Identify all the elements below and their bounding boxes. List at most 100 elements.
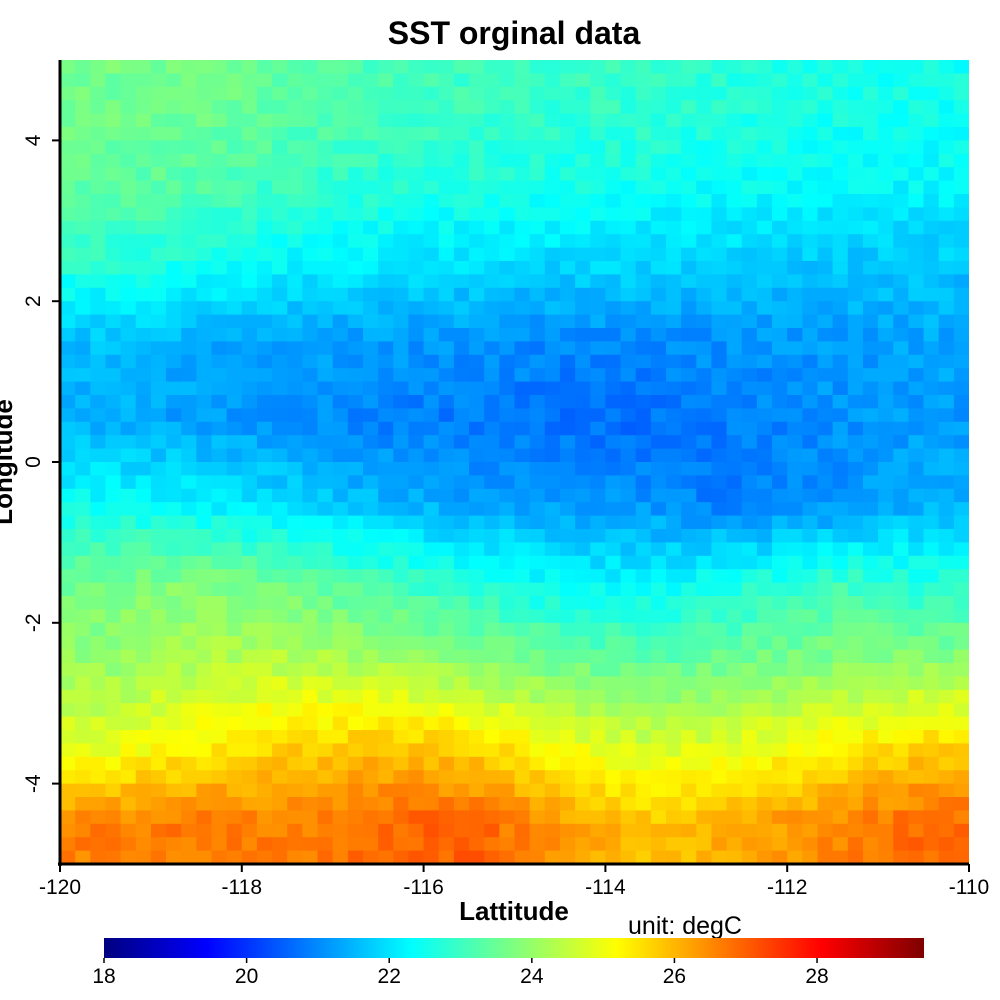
- chart-title: SST orginal data: [388, 15, 641, 51]
- heatmap-cell: [711, 743, 728, 758]
- heatmap-cell: [120, 488, 137, 503]
- heatmap-cell: [544, 462, 561, 476]
- heatmap-cell: [650, 770, 667, 785]
- heatmap-cell: [893, 435, 909, 450]
- heatmap-cell: [393, 663, 410, 677]
- heatmap-cell: [196, 354, 213, 369]
- heatmap-cell: [590, 756, 606, 771]
- heatmap-cell: [332, 328, 349, 342]
- heatmap-cell: [332, 529, 349, 543]
- heatmap-cell: [847, 609, 864, 624]
- heatmap-cell: [817, 301, 834, 316]
- heatmap-cell: [862, 743, 879, 758]
- heatmap-cell: [241, 582, 258, 597]
- heatmap-cell: [211, 823, 228, 838]
- heatmap-cell: [772, 368, 788, 383]
- heatmap-cell: [150, 354, 167, 369]
- heatmap-cell: [135, 515, 152, 530]
- heatmap-cell: [90, 127, 107, 141]
- heatmap-cell: [438, 837, 455, 852]
- heatmap-cell: [787, 837, 803, 852]
- heatmap-cell: [711, 301, 728, 316]
- heatmap-cell: [211, 140, 228, 155]
- heatmap-cell: [575, 689, 591, 704]
- heatmap-cell: [756, 354, 773, 369]
- heatmap-cell: [120, 475, 137, 490]
- heatmap-cell: [393, 314, 410, 329]
- heatmap-cell: [438, 234, 455, 249]
- heatmap-cell: [378, 730, 394, 744]
- heatmap-cell: [423, 153, 440, 168]
- heatmap-cell: [893, 194, 909, 208]
- heatmap-cell: [75, 381, 91, 396]
- heatmap-cell: [166, 435, 182, 450]
- heatmap-cell: [469, 475, 485, 490]
- heatmap-cell: [181, 770, 197, 785]
- heatmap-cell: [802, 220, 819, 235]
- heatmap-cell: [893, 234, 909, 249]
- heatmap-cell: [317, 475, 334, 490]
- heatmap-cell: [650, 247, 667, 262]
- heatmap-cell: [681, 609, 697, 624]
- heatmap-cell: [484, 488, 500, 503]
- heatmap-cell: [408, 542, 425, 557]
- heatmap-cell: [817, 408, 834, 423]
- heatmap-cell: [620, 810, 637, 825]
- heatmap-cell: [120, 140, 137, 155]
- heatmap-cell: [575, 73, 591, 88]
- heatmap-cell: [817, 421, 834, 436]
- heatmap-cell: [75, 797, 91, 811]
- heatmap-cell: [878, 127, 894, 141]
- heatmap-cell: [575, 823, 591, 838]
- heatmap-cell: [681, 515, 697, 530]
- heatmap-cell: [772, 180, 788, 195]
- heatmap-cell: [408, 636, 425, 651]
- heatmap-cell: [953, 743, 969, 758]
- heatmap-cell: [484, 850, 500, 864]
- heatmap-cell: [862, 689, 879, 704]
- heatmap-cell: [211, 609, 228, 624]
- heatmap-cell: [862, 194, 879, 208]
- heatmap-cell: [241, 636, 258, 651]
- heatmap-cell: [211, 180, 228, 195]
- heatmap-cell: [347, 341, 364, 356]
- heatmap-cell: [241, 395, 258, 409]
- heatmap-cell: [302, 140, 319, 155]
- heatmap-cell: [620, 127, 637, 141]
- heatmap-cell: [120, 395, 137, 409]
- heatmap-cell: [772, 555, 788, 570]
- heatmap-cell: [893, 676, 909, 691]
- heatmap-cell: [181, 636, 197, 651]
- heatmap-cell: [408, 649, 425, 664]
- heatmap-cell: [60, 462, 76, 476]
- heatmap-cell: [575, 596, 591, 610]
- heatmap-cell: [484, 368, 500, 383]
- heatmap-cell: [226, 837, 243, 852]
- heatmap-cell: [332, 194, 349, 208]
- heatmap-cell: [484, 810, 500, 825]
- heatmap-cell: [75, 743, 91, 758]
- heatmap-cell: [499, 368, 516, 383]
- heatmap-cell: [559, 582, 576, 597]
- heatmap-cell: [256, 408, 273, 423]
- heatmap-cell: [832, 703, 849, 718]
- heatmap-cell: [862, 167, 879, 182]
- heatmap-cell: [666, 756, 682, 771]
- heatmap-cell: [529, 328, 546, 342]
- heatmap-cell: [60, 220, 76, 235]
- heatmap-cell: [120, 555, 137, 570]
- heatmap-cell: [605, 167, 622, 182]
- heatmap-cell: [514, 596, 531, 610]
- heatmap-cell: [332, 274, 349, 289]
- heatmap-cell: [802, 529, 819, 543]
- heatmap-cell: [650, 354, 667, 369]
- heatmap-cell: [287, 810, 303, 825]
- heatmap-cell: [105, 676, 122, 691]
- heatmap-cell: [923, 622, 940, 637]
- heatmap-cell: [681, 207, 697, 222]
- heatmap-cell: [590, 113, 606, 128]
- heatmap-cell: [862, 783, 879, 798]
- heatmap-cell: [196, 274, 213, 289]
- heatmap-cell: [514, 86, 531, 101]
- heatmap-cell: [105, 86, 122, 101]
